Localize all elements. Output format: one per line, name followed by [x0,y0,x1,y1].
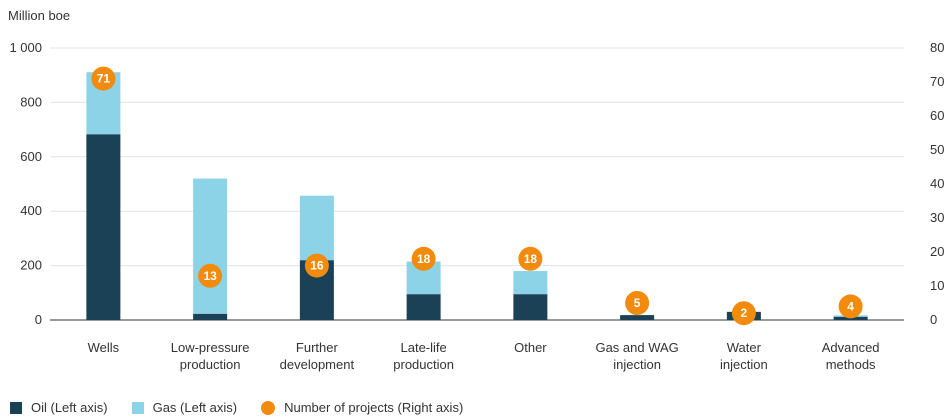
category-label: Gas and WAG injection [595,340,678,372]
category-labels: Wells Low-pressure production Further develo… [88,340,880,372]
project-dot [838,294,863,319]
left-tick-label: 600 [20,149,42,164]
category-label: Further development [280,340,355,372]
right-tick-label: 80 [930,40,944,55]
left-tick-label: 200 [20,258,42,273]
left-tick-label: 800 [20,94,42,109]
category-label: Advanced methods [822,340,880,372]
project-count-label: 18 [524,252,538,266]
project-dot [304,253,329,278]
right-tick-label: 10 [930,278,944,293]
gas-swatch [131,401,144,414]
project-dot [518,246,543,271]
oil-bar [513,294,548,320]
project-count-label: 71 [97,72,111,86]
left-tick-label: 0 [35,312,42,327]
project-count-label: 5 [634,296,641,310]
project-count-label: 2 [741,306,748,320]
project-count-label: 16 [310,259,324,273]
right-tick-label: 20 [930,244,944,259]
gas-bar [193,178,228,314]
right-tick-label: 60 [930,108,944,123]
project-dot [731,301,756,326]
oil-bar [86,134,121,320]
category-label: Wells [88,340,120,355]
legend-item-gas: Gas (Left axis) [131,400,238,415]
project-dot [625,291,650,315]
project-count-label: 13 [203,269,217,283]
oil-bar [620,315,655,320]
left-tick-label: 400 [20,203,42,218]
category-label: Water injection [720,340,768,372]
category-label: Other [514,340,547,355]
project-count-label: 4 [847,299,854,313]
category-label: Late-life production [393,340,454,372]
project-markers: 71 13 16 18 18 5 2 4 [91,66,863,326]
legend: Oil (Left axis) Gas (Left axis) Number o… [10,400,487,415]
oil-bar [193,313,228,320]
left-axis-unit-label: Million boe [8,8,70,23]
oil-swatch [10,401,22,414]
left-tick-label: 1 000 [9,40,42,55]
project-dot [198,263,223,288]
right-tick-label: 0 [930,312,937,327]
projects-swatch [261,400,276,415]
legend-item-projects: Number of projects (Right axis) [261,400,463,415]
gas-bar [299,195,334,261]
right-tick-label: 40 [930,176,944,191]
right-tick-label: 30 [930,210,944,225]
category-label: Low-pressure production [171,340,250,372]
legend-label-oil: Oil (Left axis) [31,400,108,415]
right-tick-label: 50 [930,142,944,157]
gridlines [50,47,904,321]
oil-bar [406,294,441,320]
gas-bar [513,271,548,295]
right-axis-ticks: 0 10 20 30 40 50 60 70 80 [930,40,944,327]
right-tick-label: 70 [930,74,944,89]
left-axis-ticks: 0 200 400 600 800 1 000 [9,40,42,327]
legend-label-gas: Gas (Left axis) [152,400,238,415]
legend-item-oil: Oil (Left axis) [10,400,108,415]
project-count-label: 18 [417,252,431,266]
project-dot [411,246,436,271]
project-dot [91,66,116,91]
legend-label-projects: Number of projects (Right axis) [284,400,464,415]
